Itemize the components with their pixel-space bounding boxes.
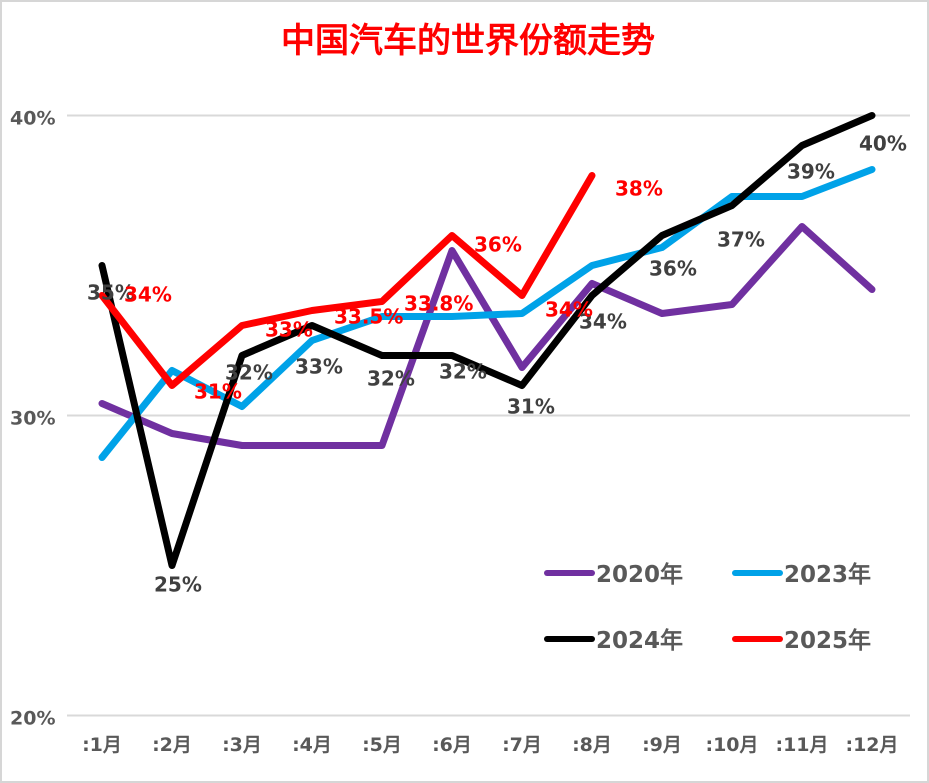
data-label-2025年: 36% <box>474 233 522 257</box>
legend-label-2024年: 2024年 <box>596 627 683 654</box>
x-axis-tick-label: :4月 <box>292 734 332 756</box>
data-label-2024年: 40% <box>859 132 907 156</box>
legend-item-2023年: 2023年 <box>732 561 871 588</box>
chart-legend: 2020年 2023年 2024年 2025年 <box>544 561 871 654</box>
data-label-2024年: 32% <box>225 361 273 385</box>
chart-title: 中国汽车的世界份额走势 <box>281 21 655 61</box>
data-label-2024年: 31% <box>507 395 555 419</box>
x-axis-tick-labels: :1月 :2月 :3月 :4月 :5月 :6月 :7月 :8月 :9月 :10月 :11月 :12月 <box>82 734 898 756</box>
y-axis-tick-label: 40% <box>10 108 55 130</box>
x-axis-tick-label: :5月 <box>362 734 402 756</box>
legend-label-2025年: 2025年 <box>784 627 871 654</box>
data-label-2025年: 33% <box>265 318 313 342</box>
series-line-2023年 <box>98 166 876 461</box>
y-axis-tick-label: 20% <box>10 708 55 730</box>
x-axis-tick-label: :1月 <box>82 734 122 756</box>
series-line-2025年 <box>98 172 596 389</box>
series-lines <box>98 112 876 569</box>
x-axis-tick-label: :6月 <box>432 734 472 756</box>
data-label-2024年: 33% <box>295 355 343 379</box>
data-label-2025年: 33.8% <box>404 292 473 316</box>
x-axis-tick-label: :7月 <box>502 734 542 756</box>
legend-item-2025年: 2025年 <box>732 627 871 654</box>
data-label-2025年: 38% <box>615 177 663 201</box>
data-label-2024年: 35% <box>87 281 135 305</box>
x-axis-tick-label: :2月 <box>152 734 192 756</box>
data-label-2025年: 34% <box>545 298 593 322</box>
x-axis-tick-label: :10月 <box>705 734 758 756</box>
y-axis-tick-labels: 40% 30% 20% <box>10 108 55 730</box>
data-label-2024年: 34% <box>579 310 627 334</box>
legend-label-2023年: 2023年 <box>784 561 871 588</box>
series-line-2020年 <box>98 223 876 449</box>
legend-item-2024年: 2024年 <box>544 627 683 654</box>
x-axis-tick-label: :11月 <box>775 734 828 756</box>
data-label-2024年: 32% <box>439 360 487 384</box>
data-label-2024年: 37% <box>717 228 765 252</box>
data-label-2024年: 32% <box>367 367 415 391</box>
x-axis-tick-label: :8月 <box>572 734 612 756</box>
data-label-2024年: 25% <box>154 573 202 597</box>
series-line-2024年 <box>98 112 876 569</box>
legend-item-2020年: 2020年 <box>544 561 683 588</box>
data-label-2025年: 31% <box>194 380 242 404</box>
data-label-2025年: 33.5% <box>334 305 403 329</box>
gridlines <box>67 114 910 717</box>
x-axis-tick-label: :3月 <box>222 734 262 756</box>
data-point-labels: 35%25%32% 33% 32% 32%31%34%36%37%39%40%34%3… <box>87 132 907 597</box>
y-axis-tick-label: 30% <box>10 408 55 430</box>
data-label-2024年: 36% <box>649 257 697 281</box>
data-label-2025年: 34% <box>124 283 172 307</box>
x-axis-tick-label: :9月 <box>642 734 682 756</box>
data-label-2024年: 39% <box>787 160 835 184</box>
legend-label-2020年: 2020年 <box>596 561 683 588</box>
x-axis-tick-label: :12月 <box>845 734 898 756</box>
